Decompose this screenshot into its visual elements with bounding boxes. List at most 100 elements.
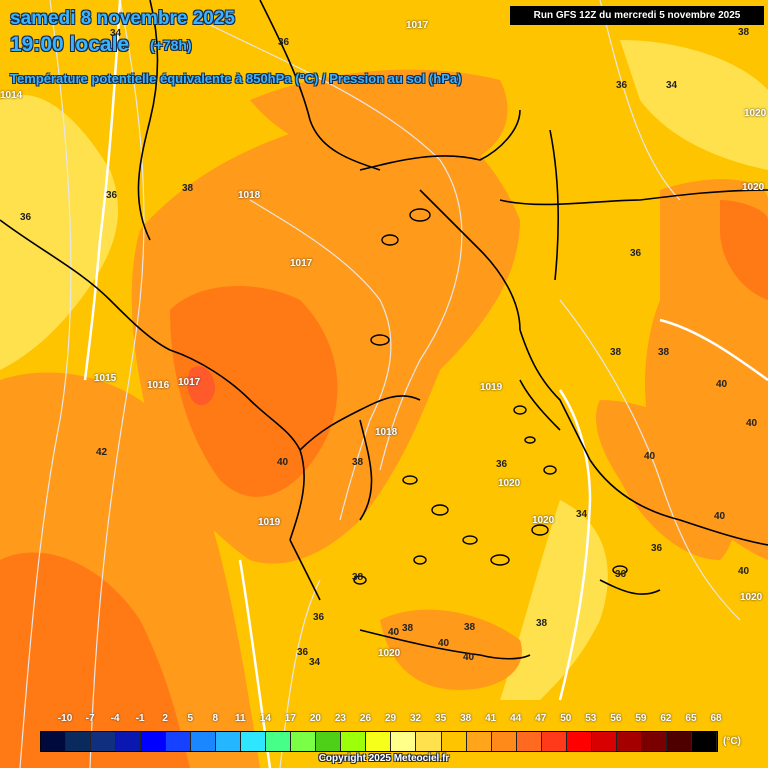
forecast-lead-time: (+78h) [150,37,192,53]
temperature-label: 40 [714,511,726,522]
temperature-label: 36 [651,543,663,554]
legend-tick-label: 29 [384,713,397,724]
temperature-label: 38 [738,27,750,38]
legend-swatch [616,732,642,751]
legend-swatch [566,732,592,751]
legend-tick-label: 14 [259,713,271,724]
pressure-label: 1019 [480,382,503,393]
pressure-label: 1020 [498,478,521,489]
pressure-label: 1015 [94,373,117,384]
legend-swatch [491,732,517,751]
legend-tick-label: 62 [660,713,672,724]
pressure-label: 1018 [238,190,261,201]
temperature-label: 34 [576,509,588,520]
legend-swatch [591,732,617,751]
legend-swatch [191,732,217,751]
legend-swatch [391,732,417,751]
legend-tick-label: 68 [710,713,722,724]
legend-swatch [366,732,392,751]
legend-swatch [441,732,467,751]
legend-tick-label: 56 [610,713,622,724]
legend-tick-label: 5 [187,713,193,724]
legend-swatch [216,732,242,751]
temperature-label: 40 [738,566,750,577]
legend-tick-label: 59 [635,713,647,724]
legend-swatch [341,732,367,751]
temperature-label: 38 [352,457,364,468]
coastlines [0,0,768,660]
legend-tick-label: 20 [309,713,321,724]
temperature-label: 40 [438,638,450,649]
legend-tick-label: -1 [135,713,145,724]
legend-tick-label: 8 [212,713,219,724]
red-orange-spot [187,366,215,406]
legend-tick-label: 35 [435,713,447,724]
temperature-label: 36 [106,190,118,201]
legend-swatch [116,732,142,751]
pressure-label: 1020 [744,108,767,119]
legend-swatch [166,732,192,751]
temperature-label: 40 [746,418,758,429]
pressure-label: 1020 [740,592,763,603]
legend-swatch [291,732,317,751]
temperature-label: 36 [278,37,290,48]
legend-swatch [641,732,667,751]
temperature-label: 34 [309,657,321,668]
light-yellow-northeast [620,40,768,170]
legend-tick-row: -10 -7 -4 -1 2 5 8 11 14 17 20 23 26 29 32 35 38 41 44 47 50… [0,713,768,727]
islands [353,208,628,585]
legend-swatch [91,732,117,751]
dark-orange-core [170,286,338,497]
legend-tick-label: 44 [510,713,522,724]
temperature-label: 34 [666,80,678,91]
legend-swatch [241,732,267,751]
legend-swatch [141,732,167,751]
legend-swatch [466,732,492,751]
legend-tick-label: -4 [110,713,120,724]
legend-swatch [316,732,342,751]
legend-tick-label: 32 [409,713,422,724]
legend-tick-label: 38 [460,713,472,724]
temperature-label: 40 [388,627,400,638]
legend-tick-label: 26 [359,713,372,724]
legend-swatch [541,732,567,751]
pressure-label: 1017 [290,258,313,269]
legend-swatch [416,732,442,751]
legend-tick-label: 17 [284,713,296,724]
temperature-label: 38 [352,572,364,583]
legend-swatch [266,732,292,751]
temperature-label: 40 [716,379,728,390]
pressure-label: 1014 [0,90,23,101]
pressure-label: 1016 [147,380,170,391]
temperature-label: 40 [644,451,656,462]
temperature-label: 36 [616,80,628,91]
light-yellow-west [0,94,119,371]
temperature-label: 38 [536,618,548,629]
temperature-label: 36 [313,612,325,623]
dark-orange-east [720,200,768,300]
legend-tick-label: 65 [685,713,697,724]
legend-tick-label: 23 [334,713,346,724]
legend-swatch [66,732,92,751]
temperature-label: 36 [496,459,508,470]
pressure-label: 1020 [532,515,555,526]
color-scale-legend [40,731,718,752]
temperature-label: 40 [463,652,475,663]
temperature-label: 36 [297,647,309,658]
orange-north [250,69,508,170]
pressure-label: 1017 [406,20,429,31]
temperature-label: 40 [277,457,289,468]
model-run-info: Run GFS 12Z du mercredi 5 novembre 2025 [510,6,764,25]
temperature-label: 36 [615,569,627,580]
temperature-label: 36 [20,212,32,223]
light-yellow-southeast [500,500,608,700]
map-subtitle: Température potentielle équivalente à 85… [10,71,462,86]
pressure-label: 1020 [742,182,765,193]
legend-tick-label: -7 [85,713,95,724]
pressure-label: 1017 [178,377,201,388]
temperature-label: 38 [658,347,670,358]
temperature-label: 34 [110,28,122,39]
copyright: Copyright 2025 Meteociel.fr [318,753,450,764]
temperature-label: 38 [402,623,414,634]
